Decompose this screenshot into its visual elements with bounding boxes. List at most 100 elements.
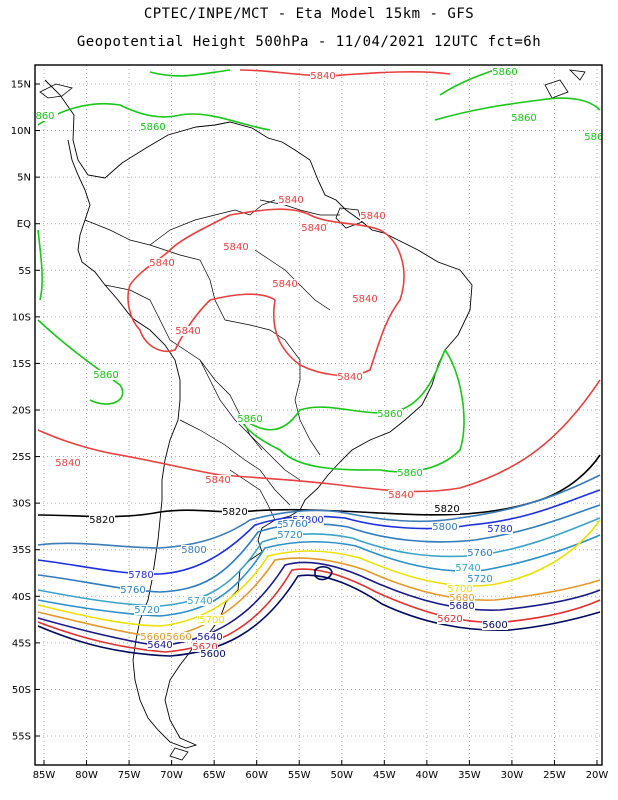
- contour-label-bg: [128, 570, 154, 580]
- contour-label: 5840: [149, 258, 174, 269]
- contour-label-bg: [134, 605, 160, 615]
- contour-label: 5600: [200, 649, 225, 660]
- contour-label-bg: [487, 524, 513, 534]
- contour-label-bg: [93, 370, 119, 380]
- contour-label-bg: [434, 504, 460, 514]
- lat-tick-label: 5S: [18, 266, 31, 277]
- contour-label: 5640: [197, 632, 222, 643]
- contour-5860: [37, 67, 601, 473]
- lon-tick-label: 80W: [75, 770, 98, 781]
- contour-5840: [37, 69, 601, 493]
- contour-label: 5840: [272, 279, 297, 290]
- contour-label-bg: [492, 67, 518, 77]
- contour-label: 5760: [282, 519, 307, 530]
- contour-label: 5860: [397, 468, 422, 479]
- lon-tick-label: 60W: [245, 770, 268, 781]
- longitude-tick-labels: 85W 80W 75W 70W 65W 60W 55W 50W 45W 40W 35W 30W 25W 2…: [33, 760, 609, 781]
- lat-tick-label: 10N: [11, 126, 31, 137]
- contour-label: 5840: [337, 372, 362, 383]
- lat-tick-label: 15N: [11, 80, 31, 91]
- lon-tick-label: 85W: [33, 770, 56, 781]
- lat-tick-label: 5N: [17, 173, 31, 184]
- contour-label: 5840: [175, 326, 200, 337]
- lat-tick-label: 35S: [12, 545, 31, 556]
- contour-label-bg: [282, 519, 308, 529]
- contour-label: 5660: [166, 632, 191, 643]
- contour-label-bg: [175, 326, 201, 336]
- lat-tick-label: EQ: [17, 219, 31, 230]
- contour-label: 5680: [449, 601, 474, 612]
- contour-label: 5600: [482, 620, 507, 631]
- contour-label: 5860: [237, 414, 262, 425]
- contour-label-bg: [310, 71, 336, 81]
- lon-tick-label: 20W: [586, 770, 609, 781]
- lon-tick-label: 50W: [330, 770, 353, 781]
- contour-label-bg: [449, 593, 475, 603]
- chart-subtitle: Geopotential Height 500hPa - 11/04/2021 …: [76, 34, 542, 50]
- contour-label-bg: [199, 615, 225, 625]
- lon-tick-label: 70W: [160, 770, 183, 781]
- contour-label: 5840: [223, 242, 248, 253]
- chart-title: CPTEC/INPE/MCT - Eta Model 15km - GFS: [143, 6, 475, 22]
- contour-label-bg: [360, 211, 386, 221]
- lat-tick-label: 55S: [12, 732, 31, 743]
- contour-label-bg: [205, 475, 231, 485]
- contour-label: 5860: [377, 409, 402, 420]
- contour-label-bg: [120, 585, 146, 595]
- contour-label-bg: [35, 111, 58, 121]
- contour-label-bg: [449, 601, 475, 611]
- latitude-tick-labels: 15N 10N 5N EQ 5S 10S 15S 20S 25S 30S 35S 40S 45S 50S 5…: [11, 80, 40, 743]
- contour-label: 5860: [140, 122, 165, 133]
- contour-label: 5840: [388, 490, 413, 501]
- contour-label: 5820: [89, 515, 114, 526]
- contour-label: 5840: [55, 458, 80, 469]
- contour-label: 5840: [301, 223, 326, 234]
- contour-label: 5720: [134, 605, 159, 616]
- contour-label-bg: [277, 530, 303, 540]
- contour-label: 5680: [449, 593, 474, 604]
- country-borders: [84, 199, 340, 521]
- contour-label-bg: [467, 574, 493, 584]
- contour-label: 5840: [360, 211, 385, 222]
- contour-label-bg: [447, 584, 473, 594]
- contour-label: 5640: [147, 640, 172, 651]
- contour-5600: [37, 574, 601, 657]
- lon-tick-label: 75W: [118, 770, 141, 781]
- contour-label-bg: [55, 458, 81, 468]
- contour-label-bg: [197, 632, 223, 642]
- contour-label-bg: [149, 258, 175, 268]
- lat-tick-label: 20S: [12, 406, 31, 417]
- contour-label-bg: [192, 642, 218, 652]
- contour-label: 5820: [434, 504, 459, 515]
- lon-tick-label: 40W: [416, 770, 439, 781]
- contour-label-bg: [377, 409, 403, 419]
- contour-label-bg: [222, 507, 248, 517]
- contour-label-bg: [467, 548, 493, 558]
- contour-label-bg: [437, 614, 463, 624]
- contour-label-bg: [140, 122, 166, 132]
- contour-label: 5720: [467, 574, 492, 585]
- contour-label-bg: [140, 632, 166, 642]
- lat-tick-label: 10S: [12, 312, 31, 323]
- contour-label-bg: [89, 515, 115, 525]
- contour-label: 5840: [352, 294, 377, 305]
- height-contours: [37, 67, 601, 657]
- map-content: 5840 5860 5860 860 5860 5860 5840 5840 5840 5840 5…: [35, 67, 609, 761]
- contour-label: 5860: [584, 132, 609, 143]
- contour-label: 5840: [278, 195, 303, 206]
- contour-label: 5780: [128, 570, 153, 581]
- contour-label: 5740: [187, 596, 212, 607]
- contour-label-bg: [352, 294, 378, 304]
- contour-label-bg: [181, 545, 207, 555]
- contour-label-bg: [584, 132, 602, 142]
- lat-tick-label: 25S: [12, 452, 31, 463]
- contour-5700: [37, 519, 601, 627]
- contour-label-bg: [388, 490, 414, 500]
- contour-label-bg: [166, 632, 192, 642]
- contour-label-bg: [337, 372, 363, 382]
- contour-label-bg: [432, 522, 458, 532]
- contour-labels: 5840 5860 5860 860 5860 5860 5840 5840 5840 5840 5…: [35, 67, 609, 660]
- contour-label: 5860: [93, 370, 118, 381]
- lat-tick-label: 50S: [12, 685, 31, 696]
- contour-label-bg: [187, 596, 213, 606]
